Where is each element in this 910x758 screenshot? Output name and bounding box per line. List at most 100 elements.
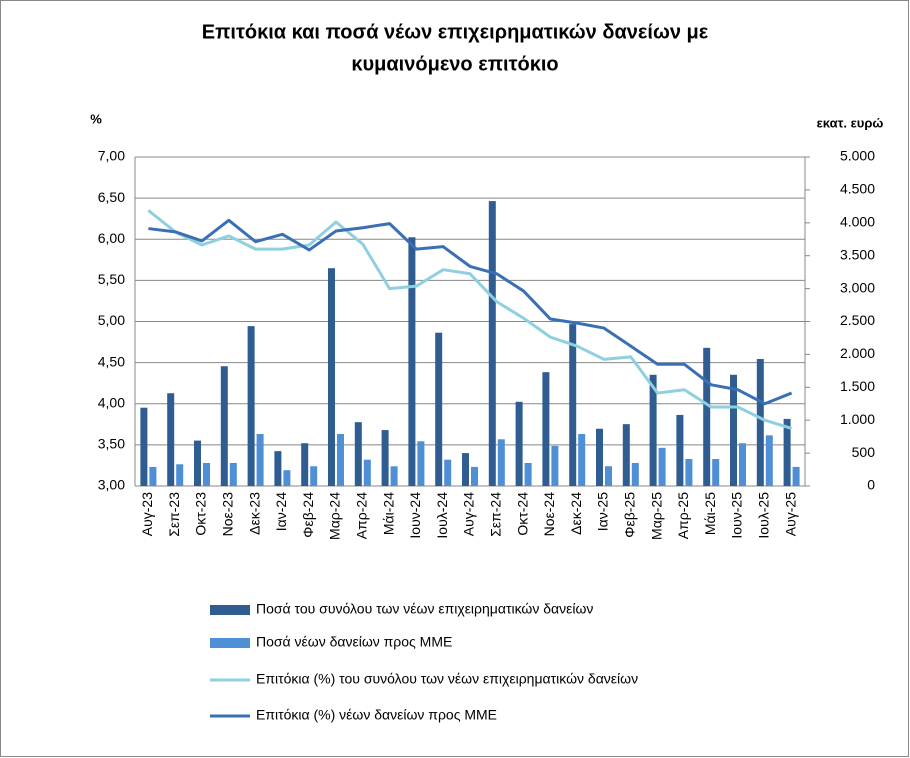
x-tick-label: Μάι-24 [380, 492, 396, 535]
y2-tick-label: 5.000 [840, 148, 875, 164]
bar [471, 466, 478, 486]
x-tick-label: Ιουλ-24 [434, 492, 450, 539]
bar [739, 443, 746, 486]
x-tick-label: Ιουλ-25 [756, 492, 772, 539]
y2-tick-label: 1.500 [840, 378, 875, 394]
y2-tick-label: 500 [852, 444, 876, 460]
legend-label: Ποσά του συνόλου των νέων επιχειρηματικώ… [256, 601, 593, 617]
y-tick-label: 6,00 [98, 230, 125, 246]
chart-title: κυμαινόμενο επιτόκιο [351, 53, 558, 75]
bar [256, 434, 264, 486]
x-tick-label: Μάι-25 [702, 492, 718, 535]
line [147, 209, 793, 430]
y2-tick-label: 4.500 [840, 181, 875, 197]
x-tick-label: Φεβ-24 [300, 492, 316, 538]
bar [363, 459, 371, 486]
bar [605, 466, 612, 486]
y2-tick-label: 3.000 [840, 279, 875, 295]
y2-axis-label: εκατ. ευρώ [817, 115, 884, 130]
y2-tick-label: 2.000 [840, 345, 875, 361]
bar [524, 462, 532, 486]
y-tick-label: 4,00 [98, 394, 125, 410]
x-tick-label: Μαρ-24 [327, 492, 343, 540]
x-tick-label: Αυγ-24 [461, 492, 477, 536]
chart-title: Επιτόκια και ποσά νέων επιχειρηματικών δ… [202, 21, 709, 43]
bar [417, 441, 425, 486]
x-tick-label: Απρ-25 [675, 492, 691, 539]
bar [301, 443, 309, 486]
y-tick-label: 3,00 [98, 477, 125, 493]
y-tick-label: 5,50 [98, 271, 125, 287]
x-tick-label: Ιουν-25 [729, 492, 745, 539]
legend-label: Επιτόκια (%) του συνόλου των νέων επιχει… [256, 671, 638, 687]
bar [220, 366, 228, 486]
y2-tick-label: 3.500 [840, 246, 875, 262]
bar [283, 470, 291, 486]
x-tick-label: Νοε-23 [220, 492, 236, 537]
bar [756, 359, 764, 486]
bar [542, 372, 550, 486]
legend-marker [210, 605, 250, 615]
bar [792, 466, 800, 486]
x-tick-label: Απρ-24 [354, 492, 370, 539]
bar [274, 451, 282, 486]
x-tick-label: Σεπ-24 [488, 492, 504, 537]
bar [497, 439, 505, 486]
bar [462, 453, 469, 486]
legend-label: Επιτόκια (%) νέων δανείων προς ΜΜΕ [256, 707, 497, 723]
bar [194, 440, 201, 486]
x-tick-label: Οκτ-24 [514, 492, 530, 536]
x-tick-label: Δεκ-24 [568, 492, 584, 535]
bar [712, 459, 720, 486]
x-tick-label: Σεπ-23 [166, 492, 182, 537]
x-tick-label: Φεβ-25 [622, 492, 638, 538]
bar [337, 434, 344, 486]
y-tick-label: 3,50 [98, 436, 125, 452]
y2-tick-label: 4.000 [840, 214, 875, 230]
bar [247, 326, 255, 486]
bar [140, 407, 148, 486]
bar [676, 414, 684, 486]
x-tick-label: Δεκ-23 [246, 492, 262, 535]
bar [596, 428, 603, 486]
bar [622, 424, 630, 486]
bar [354, 422, 362, 486]
bar [578, 434, 586, 486]
x-tick-label: Νοε-24 [541, 492, 557, 537]
bar [176, 464, 184, 486]
x-tick-label: Ιαν-25 [595, 492, 611, 531]
y-axis-label: % [90, 111, 102, 126]
bar [488, 201, 496, 486]
y-tick-label: 7,00 [98, 148, 125, 164]
x-tick-label: Ιαν-24 [273, 492, 289, 531]
bar [390, 466, 398, 486]
x-tick-label: Αυγ-23 [139, 492, 155, 536]
bar [765, 435, 773, 486]
bar [685, 459, 693, 486]
bar [408, 237, 416, 486]
x-tick-label: Μαρ-25 [648, 492, 664, 540]
line [148, 218, 793, 406]
x-tick-label: Αυγ-25 [782, 492, 798, 536]
y2-tick-label: 1.000 [840, 411, 875, 427]
bar [703, 347, 711, 486]
bar [658, 447, 666, 486]
bar [149, 466, 157, 486]
bar [569, 324, 577, 486]
bar [328, 268, 335, 486]
bar [649, 374, 657, 486]
y-tick-label: 4,50 [98, 353, 125, 369]
bar [203, 462, 210, 486]
x-tick-label: Ιουν-24 [407, 492, 423, 539]
y-tick-label: 5,00 [98, 312, 125, 328]
bar [435, 332, 443, 486]
bar [783, 418, 791, 486]
bar [310, 466, 318, 486]
legend-marker [210, 638, 250, 648]
y2-tick-label: 2.500 [840, 312, 875, 328]
bar [515, 401, 523, 486]
bar [551, 445, 559, 486]
legend-label: Ποσά νέων δανείων προς ΜΜΕ [256, 634, 452, 650]
bar [631, 462, 639, 486]
